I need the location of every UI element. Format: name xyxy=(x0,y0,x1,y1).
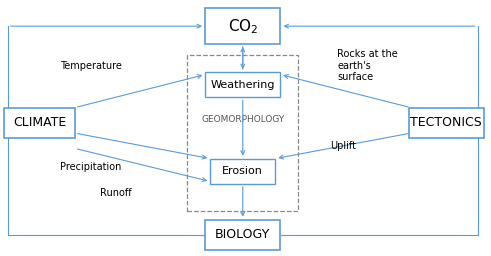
Text: CLIMATE: CLIMATE xyxy=(13,116,66,129)
Text: Weathering: Weathering xyxy=(211,80,275,90)
Bar xyxy=(205,8,280,44)
Text: BIOLOGY: BIOLOGY xyxy=(215,228,271,241)
Bar xyxy=(205,72,280,98)
Bar xyxy=(4,108,75,138)
Text: Erosion: Erosion xyxy=(222,166,263,176)
Bar xyxy=(409,108,484,138)
Bar xyxy=(205,220,280,250)
Text: CO$_2$: CO$_2$ xyxy=(227,17,258,36)
Text: Temperature: Temperature xyxy=(60,61,122,71)
Bar xyxy=(210,158,275,184)
Bar xyxy=(187,56,299,211)
Text: GEOMORPHOLOGY: GEOMORPHOLOGY xyxy=(201,115,284,124)
Text: Runoff: Runoff xyxy=(100,188,132,198)
Text: Precipitation: Precipitation xyxy=(60,163,122,173)
Text: Rocks at the
earth's
surface: Rocks at the earth's surface xyxy=(337,49,398,82)
Text: Uplift: Uplift xyxy=(330,141,356,151)
Text: TECTONICS: TECTONICS xyxy=(410,116,482,129)
